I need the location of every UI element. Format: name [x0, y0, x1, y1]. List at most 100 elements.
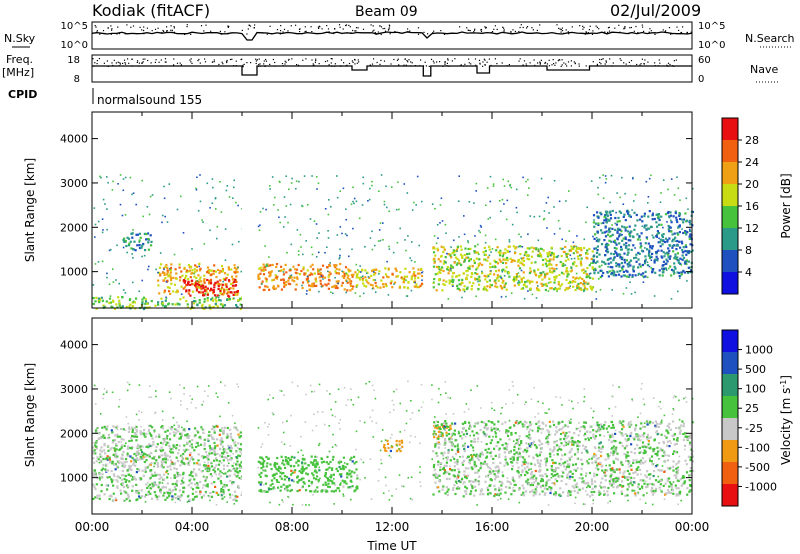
nave-dot — [596, 65, 598, 67]
echo-cell — [675, 218, 678, 222]
nave-dot — [281, 63, 284, 65]
echo-cell — [685, 250, 688, 253]
echo-cell — [570, 245, 573, 248]
echo-cell — [259, 475, 262, 478]
echo-cell — [265, 278, 268, 281]
echo-cell — [442, 250, 445, 254]
echo-cell — [518, 267, 522, 270]
echo-cell — [530, 261, 533, 264]
echo-cell — [609, 217, 613, 220]
nave-dot — [147, 59, 149, 62]
echo-cell — [323, 474, 327, 477]
nsearch-dot — [440, 30, 442, 32]
echo-cell — [183, 281, 186, 284]
echo-cell — [672, 238, 675, 241]
echo-cell — [175, 429, 178, 432]
echo-cell — [382, 239, 384, 241]
echo-cell — [237, 204, 239, 207]
echo-cell — [191, 446, 194, 449]
echo-cell — [141, 279, 143, 282]
echo-cell — [234, 469, 237, 472]
echo-cell — [549, 448, 552, 451]
echo-cell — [630, 248, 633, 251]
echo-cell — [666, 459, 670, 462]
nsearch-dot — [162, 29, 164, 32]
echo-cell — [527, 194, 529, 196]
echo-cell — [274, 196, 276, 199]
echo-cell — [432, 246, 435, 249]
echo-cell — [442, 262, 445, 265]
date-title: 02/Jul/2009 — [610, 1, 701, 20]
echo-cell — [592, 259, 595, 262]
nsearch-dot — [262, 32, 264, 34]
echo-cell — [655, 221, 658, 224]
echo-cell — [486, 285, 489, 288]
echo-cell — [329, 272, 332, 275]
echo-cell — [369, 187, 371, 190]
echo-cell — [662, 268, 665, 271]
echo-cell — [119, 447, 122, 451]
echo-cell — [112, 479, 115, 482]
echo-cell — [542, 218, 545, 221]
echo-cell — [233, 473, 236, 476]
echo-cell — [454, 492, 457, 496]
echo-cell — [623, 226, 626, 229]
echo-cell — [627, 244, 631, 247]
nsearch-dot — [467, 29, 469, 31]
echo-cell — [463, 447, 466, 451]
echo-cell — [222, 492, 225, 495]
nsearch-dot — [567, 31, 569, 33]
nsearch-dot — [146, 27, 148, 29]
echo-cell — [684, 230, 687, 233]
echo-cell — [238, 463, 241, 466]
echo-cell — [567, 282, 570, 285]
echo-cell — [219, 475, 222, 478]
echo-cell — [166, 434, 169, 438]
echo-cell — [626, 248, 629, 251]
echo-cell — [171, 461, 174, 464]
echo-cell — [462, 272, 465, 275]
echo-cell — [190, 471, 193, 474]
echo-cell — [303, 482, 306, 485]
nave-dot — [284, 60, 286, 62]
nave-dot — [119, 63, 121, 65]
echo-cell — [271, 176, 274, 178]
echo-cell — [310, 481, 313, 484]
echo-cell — [161, 300, 164, 304]
echo-cell — [225, 288, 228, 291]
echo-cell — [164, 299, 167, 302]
echo-cell — [327, 282, 330, 285]
echo-cell — [618, 235, 621, 238]
echo-cell — [520, 280, 523, 283]
echo-cell — [153, 474, 156, 477]
echo-cell — [395, 208, 398, 211]
nave-dot — [414, 65, 417, 67]
nave-dot — [127, 58, 129, 60]
echo-cell — [589, 436, 592, 440]
echo-cell — [342, 468, 345, 471]
echo-cell — [381, 283, 385, 286]
echo-cell — [139, 445, 142, 448]
echo-cell — [227, 459, 230, 462]
echo-cell — [104, 203, 106, 205]
echo-cell — [121, 469, 124, 473]
echo-cell — [496, 286, 499, 289]
echo-cell — [157, 271, 159, 274]
cpid-value: normalsound 155 — [97, 93, 202, 107]
nave-dot — [658, 59, 660, 61]
nave-dot — [496, 63, 498, 65]
echo-cell — [111, 441, 114, 444]
echo-cell — [463, 233, 466, 236]
echo-cell — [190, 482, 193, 485]
echo-cell — [120, 456, 123, 459]
echo-cell — [188, 460, 191, 463]
echo-cell — [631, 275, 634, 278]
echo-cell — [103, 493, 106, 496]
nave-dot — [154, 61, 156, 63]
echo-cell — [558, 475, 561, 478]
echo-cell — [467, 241, 470, 244]
echo-cell — [465, 477, 468, 480]
echo-cell — [230, 268, 233, 271]
echo-cell — [586, 451, 589, 454]
echo-cell — [320, 285, 323, 288]
